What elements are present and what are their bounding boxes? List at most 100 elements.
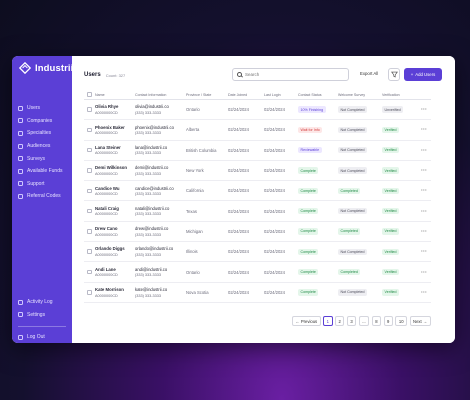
more-options-icon[interactable]: ⋯ — [420, 107, 428, 114]
next-page-button[interactable]: Next → — [409, 316, 431, 326]
verification-badge: Verified — [382, 248, 399, 255]
user-email[interactable]: demi@industrii.co — [135, 165, 169, 171]
table-row[interactable]: Andi Lane A0000000CD andi@industrii.co (333… — [84, 262, 431, 283]
sidebar-item-support[interactable]: Support — [18, 178, 70, 191]
column-header-verification[interactable]: Verification — [382, 92, 400, 97]
more-options-icon[interactable]: ⋯ — [420, 147, 428, 154]
more-options-icon[interactable]: ⋯ — [420, 228, 428, 235]
page-button[interactable]: 8 — [371, 316, 382, 326]
more-options-icon[interactable]: ⋯ — [420, 269, 428, 276]
search-input[interactable] — [245, 72, 340, 77]
column-header-name[interactable]: Name — [95, 92, 105, 97]
user-email[interactable]: candice@industrii.co — [135, 185, 174, 191]
user-email[interactable]: phoenix@industrii.co — [135, 124, 174, 130]
row-checkbox[interactable] — [87, 269, 92, 275]
user-name[interactable]: Kate Morrison — [95, 287, 124, 293]
filter-button[interactable] — [388, 68, 400, 81]
table-row[interactable]: Olivia Rhye A0000000CD olivia@industrii.co… — [84, 100, 431, 121]
previous-page-button[interactable]: ← Previous — [292, 316, 321, 326]
user-email[interactable]: kate@industrii.co — [135, 287, 168, 293]
more-options-icon[interactable]: ⋯ — [420, 168, 428, 175]
table-row[interactable]: Phoenix Baker A0000000CD phoenix@industrii… — [84, 120, 431, 141]
sidebar-item-log-out[interactable]: Log Out — [18, 331, 70, 343]
user-name[interactable]: Andi Lane — [95, 266, 116, 272]
more-options-icon[interactable]: ⋯ — [420, 289, 428, 296]
user-name[interactable]: Orlando Diggs — [95, 246, 125, 252]
column-header-date-joined[interactable]: Date Joined — [228, 92, 248, 97]
export-all-button[interactable]: Export All — [360, 71, 379, 76]
user-name[interactable]: Lana Steiner — [95, 144, 121, 150]
add-users-button[interactable]: + Add Users — [404, 68, 442, 81]
user-count: Count: 327 — [105, 72, 126, 78]
verification-badge: Unverified — [382, 106, 404, 113]
row-checkbox[interactable] — [87, 168, 92, 173]
page-button[interactable]: 3 — [346, 316, 357, 326]
table-row[interactable]: Kate Morrison A0000000CD kate@industrii.co… — [84, 283, 431, 303]
table-body: Olivia Rhye A0000000CD olivia@industrii.co… — [84, 100, 431, 303]
sidebar-item-settings[interactable]: Settings — [18, 309, 70, 322]
row-checkbox[interactable] — [87, 127, 92, 133]
user-email[interactable]: drew@industrii.co — [135, 226, 169, 232]
user-phone: (333) 333-3333 — [135, 293, 161, 298]
more-options-icon[interactable]: ⋯ — [420, 249, 428, 256]
column-header-contact[interactable]: Contact Information — [135, 92, 167, 97]
table-row[interactable]: Drew Cano A0000000CD drew@industrii.co (333… — [84, 222, 431, 243]
user-email[interactable]: olivia@industrii.co — [135, 104, 169, 110]
table-row[interactable]: Candice Wu A0000000CD candice@industrii.co… — [84, 181, 431, 202]
row-checkbox[interactable] — [87, 147, 92, 153]
column-header-last-login[interactable]: Last Login — [264, 92, 281, 97]
date-joined: 02/24/2024 — [228, 168, 249, 174]
next-label: Next — [413, 318, 422, 324]
search-box[interactable] — [232, 68, 349, 81]
user-email[interactable]: lana@industrii.co — [135, 144, 168, 150]
sidebar-item-users[interactable]: Users — [18, 102, 70, 115]
row-checkbox[interactable] — [87, 249, 92, 254]
table-row[interactable]: Orlando Diggs A0000000CD orlando@industrii… — [84, 242, 431, 263]
user-email[interactable]: orlando@industrii.co — [135, 246, 174, 252]
user-email[interactable]: natali@industrii.co — [135, 205, 170, 211]
table-row[interactable]: Lana Steiner A0000000CD lana@industrii.co(… — [84, 141, 431, 161]
surveys-icon — [18, 156, 23, 162]
user-phone: (333) 333-3333 — [135, 110, 161, 115]
page-button[interactable]: 10 — [395, 316, 408, 326]
more-options-icon[interactable]: ⋯ — [420, 208, 428, 215]
sidebar-item-activity-log[interactable]: Activity Log — [18, 296, 70, 309]
select-all-checkbox[interactable] — [87, 92, 92, 97]
user-name[interactable]: Olivia Rhye — [95, 104, 119, 110]
funds-icon — [18, 168, 23, 174]
welcome-survey-badge: Not Completed — [338, 167, 367, 174]
column-header-province[interactable]: Province / State — [186, 92, 212, 97]
sidebar-item-specialties[interactable]: Specialties — [18, 127, 70, 140]
row-checkbox[interactable] — [87, 290, 92, 295]
contact-status-badge: Wait for Info — [298, 126, 323, 134]
more-options-icon[interactable]: ⋯ — [420, 127, 428, 134]
user-name[interactable]: Demi Wilkinson — [95, 165, 127, 171]
previous-label: Previous — [300, 318, 318, 324]
row-checkbox[interactable] — [87, 188, 92, 194]
sidebar-item-referral-codes[interactable]: Referral Codes — [18, 190, 70, 203]
user-province: Ontario — [186, 107, 200, 113]
user-name[interactable]: Natali Craig — [95, 205, 119, 211]
page-button[interactable]: 2 — [335, 316, 345, 326]
sidebar-item-available-funds[interactable]: Available Funds — [18, 165, 70, 178]
column-header-welcome-survey[interactable]: Welcome Survey — [338, 92, 366, 97]
sidebar-item-label: Activity Log — [27, 299, 53, 306]
user-name[interactable]: Candice Wu — [95, 185, 120, 191]
user-name[interactable]: Drew Cano — [95, 226, 118, 232]
user-email[interactable]: andi@industrii.co — [135, 266, 168, 272]
table-row[interactable]: Demi Wilkinson A0000000CD demi@industrii.c… — [84, 161, 431, 182]
table-row[interactable]: Natali Craig A0000000CD natali@industrii.c… — [84, 201, 431, 222]
sidebar-item-audiences[interactable]: Audiences — [18, 140, 70, 153]
row-checkbox[interactable] — [87, 229, 92, 234]
sidebar-item-companies[interactable]: Companies — [18, 115, 70, 128]
user-name[interactable]: Phoenix Baker — [95, 124, 125, 130]
row-checkbox[interactable] — [87, 208, 92, 214]
page-button[interactable]: 9 — [383, 316, 393, 326]
verification-badge: Verified — [382, 126, 399, 134]
row-checkbox[interactable] — [87, 107, 92, 112]
column-header-contact-status[interactable]: Contact Status — [298, 92, 322, 97]
more-options-icon[interactable]: ⋯ — [420, 188, 428, 195]
welcome-survey-badge: Completed — [338, 187, 361, 195]
page-button[interactable]: 1 — [323, 316, 333, 326]
sidebar-item-surveys[interactable]: Surveys — [18, 152, 70, 165]
